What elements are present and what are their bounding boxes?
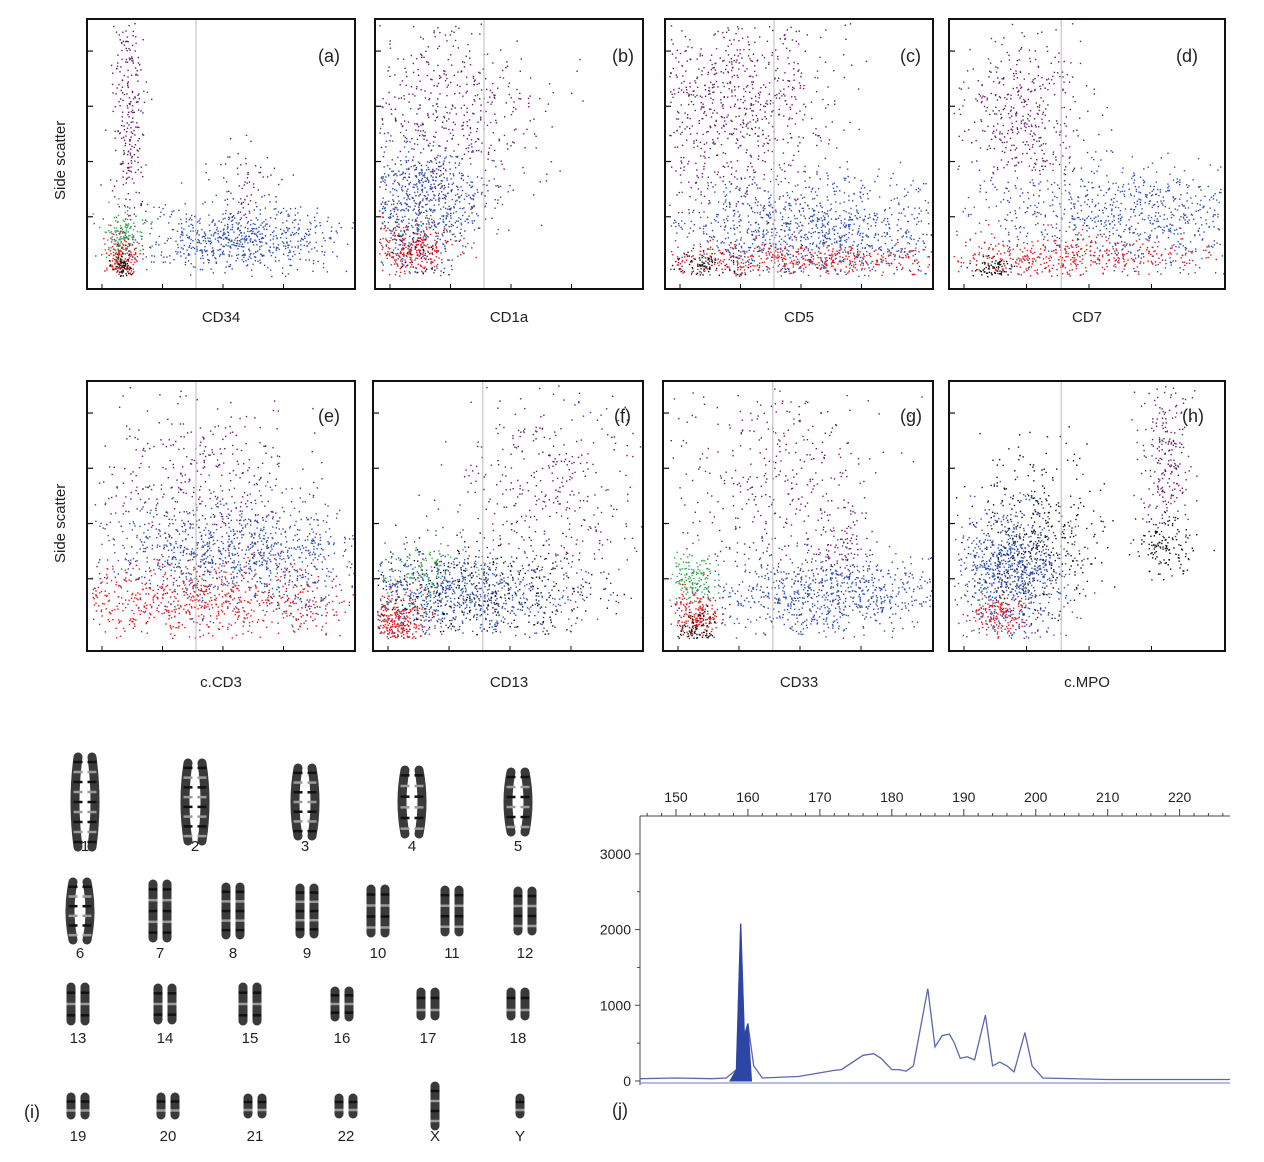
scatter-points [953,23,1224,278]
panel-id-c: (c) [900,46,921,66]
flow-plot-e [86,380,356,652]
chromosome-Y [515,1093,525,1119]
scatter-points [91,387,354,640]
chromosome-3 [290,763,320,841]
marker-label-cd5: CD5 [783,309,814,326]
x-tick-label-150: 150 [664,789,688,805]
chromosome-21 [243,1093,267,1119]
chromosome-22 [334,1093,358,1119]
chromosome-10 [366,884,390,938]
panel-id-i: (i) [24,1102,40,1122]
chromosome-label-20: 20 [159,1128,177,1145]
side-scatter-label-row1: Side scatter [52,120,69,200]
x-tick-label-210: 210 [1096,789,1120,805]
chromosome-label-9: 9 [302,945,312,962]
scatter-points [954,386,1215,639]
panel-id-a: (a) [318,46,340,66]
scatter-points [379,23,584,277]
chromosome-label-8: 8 [228,945,238,962]
marker-label-cmpo: c.MPO [1064,674,1110,691]
panel-id-d: (d) [1176,46,1198,66]
panel-id-h: (h) [1182,406,1204,426]
chromosome-12 [513,886,537,936]
scatter-points [377,385,642,640]
chromosome-6 [65,877,95,945]
chromosome-label-2: 2 [190,838,200,855]
chromosome-17 [416,987,440,1021]
chromosome-2 [180,758,210,846]
chromosome-label-7: 7 [155,945,165,962]
scatter-points [669,388,932,640]
scatter-points [669,23,932,278]
flow-plot-g [662,380,934,652]
chromosome-5 [503,767,533,837]
chromosome-19 [66,1092,90,1120]
chromosome-label-10: 10 [369,945,387,962]
chromosome-label-22: 22 [337,1128,355,1145]
main-peak-fill [729,923,753,1082]
x-tick-label-160: 160 [736,789,760,805]
panel-id-g: (g) [900,406,922,426]
chromosome-label-X: X [429,1128,440,1145]
chromosome-label-15: 15 [241,1030,259,1047]
x-tick-label-180: 180 [880,789,904,805]
chromosome-20 [156,1092,180,1120]
chromosome-label-12: 12 [516,945,534,962]
chromosome-label-5: 5 [513,838,523,855]
chromosome-18 [506,987,530,1021]
x-tick-label-200: 200 [1024,789,1048,805]
fragment-plot: 150 160 170 180 190 200 210 220 3000 2000 1000 0 [600,789,1230,1089]
x-tick-label-220: 220 [1168,789,1192,805]
flow-plot-a [86,18,356,290]
marker-label-cd13: CD13 [489,674,529,691]
chromosome-label-14: 14 [156,1030,174,1047]
x-tick-label-170: 170 [808,789,832,805]
marker-label-cd34: CD34 [201,309,241,326]
y-tick-label-0: 0 [623,1073,631,1089]
marker-label-cd1a: CD1a [489,309,529,326]
chromosome-9 [295,883,319,939]
chromosome-label-11: 11 [444,945,460,962]
flow-plot-b [374,18,644,290]
marker-label-cd7: CD7 [1071,309,1102,326]
chromosome-1 [70,752,100,852]
panel-id-e: (e) [318,406,340,426]
chromosome-label-19: 19 [69,1128,87,1145]
panel-id-b: (b) [612,46,634,66]
chromosome-label-17: 17 [419,1030,437,1047]
chromosome-13 [66,982,90,1026]
y-tick-label-3000: 3000 [600,846,631,862]
panel-id-j: (j) [612,1100,628,1120]
marker-label-cd33: CD33 [779,674,819,691]
chromosome-label-13: 13 [69,1030,87,1047]
panel-id-f: (f) [614,406,631,426]
chromosome-label-21: 21 [246,1128,264,1145]
flow-plot-h [948,380,1226,652]
chromosome-11 [440,885,464,937]
chromosome-14 [153,983,177,1025]
chromosome-4 [397,765,427,839]
chromosome-7 [148,879,172,943]
flow-plot-d [948,18,1226,290]
chromosome-label-1: 1 [80,838,90,855]
scatter-points [92,23,354,278]
marker-label-ccd3: c.CD3 [200,674,242,691]
chromosome-16 [330,986,354,1022]
chromosome-label-16: 16 [333,1030,351,1047]
x-tick-label-190: 190 [952,789,976,805]
chromosome-8 [221,882,245,940]
trace-line [639,923,1230,1081]
chromosome-X [430,1081,440,1131]
flow-plot-c [664,18,934,290]
chromosome-15 [238,982,262,1026]
y-tick-label-2000: 2000 [600,922,631,938]
chromosome-label-4: 4 [407,838,417,855]
chromosome-label-18: 18 [509,1030,527,1047]
chromosome-label-3: 3 [300,838,310,855]
side-scatter-label-row2: Side scatter [52,483,69,563]
chromosome-label-6: 6 [75,945,85,962]
chromosome-label-Y: Y [514,1128,525,1145]
flow-plot-f [372,380,644,652]
y-tick-label-1000: 1000 [600,997,631,1013]
